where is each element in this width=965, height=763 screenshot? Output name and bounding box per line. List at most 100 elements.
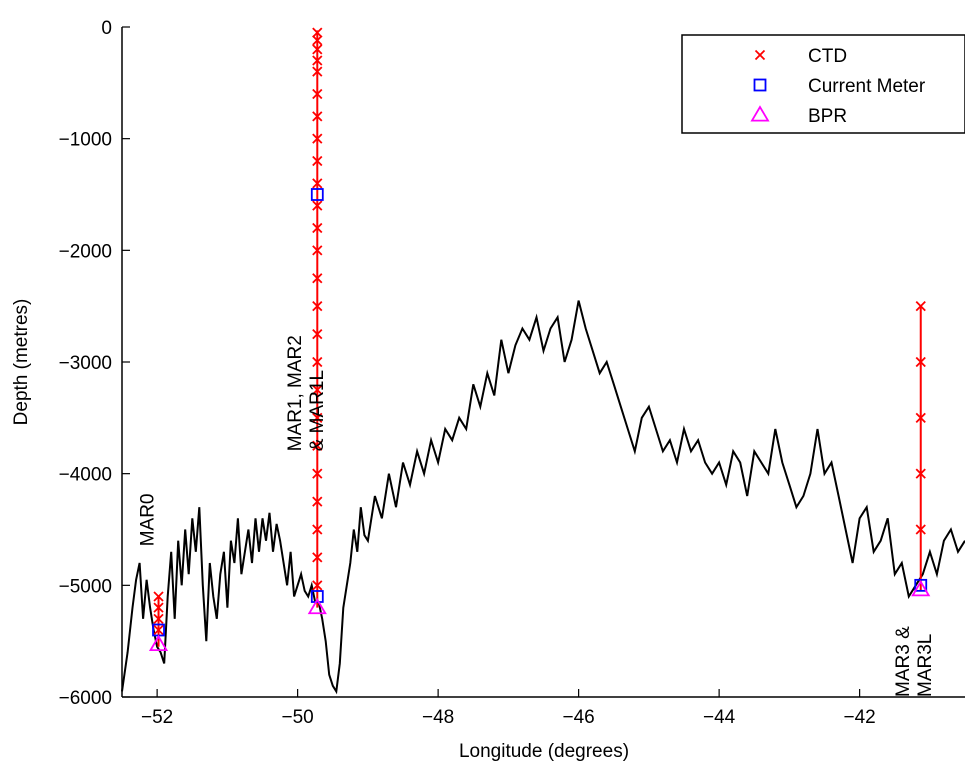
ctd-marker xyxy=(312,468,323,479)
ctd-marker-stroke xyxy=(153,591,164,602)
station-label-line: MAR0 xyxy=(138,494,159,547)
ctd-marker-stroke xyxy=(312,66,323,77)
ctd-marker-stroke xyxy=(312,88,323,100)
ctd-marker-stroke xyxy=(312,524,323,535)
ctd-marker-stroke xyxy=(312,301,323,312)
ctd-marker-stroke xyxy=(312,273,323,284)
y-axis-label: Depth (metres) xyxy=(11,299,32,426)
ctd-marker xyxy=(915,412,926,423)
ctd-marker-stroke xyxy=(915,356,926,368)
ctd-marker xyxy=(312,133,323,144)
station-label-line: MAR3L xyxy=(915,634,936,697)
station-label: MAR0 xyxy=(138,494,159,547)
legend: CTD Current Meter BPR xyxy=(681,34,965,134)
ctd-marker xyxy=(312,178,323,189)
ctd-marker-stroke xyxy=(915,468,926,479)
x-tick-label: −52 xyxy=(141,707,173,728)
ctd-marker-stroke xyxy=(312,222,323,234)
data-series xyxy=(121,27,965,695)
ctd-marker xyxy=(915,468,926,479)
ctd-marker-stroke xyxy=(915,301,926,312)
legend-current-meter-marker xyxy=(753,78,767,92)
legend-label-ctd: CTD xyxy=(808,46,847,67)
x-tick-label: −42 xyxy=(844,707,876,728)
ctd-marker-stroke xyxy=(915,524,926,535)
station-label: MAR1, MAR2& MAR1L xyxy=(285,335,328,451)
ctd-marker xyxy=(153,624,164,636)
ctd-marker-stroke xyxy=(312,356,323,368)
y-tick-label: −6000 xyxy=(59,688,112,709)
ctd-marker-stroke xyxy=(312,468,323,479)
station-label-line: & MAR1L xyxy=(307,370,328,451)
ctd-marker xyxy=(312,245,323,256)
ctd-marker xyxy=(312,412,323,423)
ctd-marker xyxy=(312,328,323,340)
y-tick-label: −3000 xyxy=(59,353,112,374)
current-meter-marker xyxy=(914,578,928,592)
ctd-marker-stroke xyxy=(312,133,323,144)
ctd-marker-stroke xyxy=(312,440,323,451)
ctd-marker xyxy=(312,496,323,507)
ctd-marker-stroke xyxy=(312,44,323,55)
ctd-marker-stroke xyxy=(312,55,323,66)
legend-box xyxy=(681,34,965,134)
ctd-marker xyxy=(153,591,164,602)
ctd-marker xyxy=(312,301,323,312)
ctd-marker xyxy=(312,440,323,451)
ctd-marker-stroke xyxy=(312,155,323,167)
ctd-marker xyxy=(153,613,164,624)
ctd-marker xyxy=(312,356,323,368)
ctd-marker xyxy=(312,273,323,284)
ctd-marker-stroke xyxy=(312,35,323,46)
ctd-marker xyxy=(312,88,323,100)
ctd-marker-stroke xyxy=(754,49,766,61)
ctd-marker xyxy=(312,35,323,46)
current-meter-marker xyxy=(310,590,324,603)
station-label: MAR3 &MAR3L xyxy=(893,626,936,697)
ctd-marker-stroke xyxy=(915,412,926,423)
ctd-marker-stroke xyxy=(312,412,323,423)
x-tick-label: −50 xyxy=(282,707,314,728)
ctd-marker xyxy=(312,44,323,55)
station-label-line: MAR1, MAR2 xyxy=(285,335,306,451)
ctd-marker-stroke xyxy=(312,496,323,507)
ctd-marker xyxy=(153,602,164,613)
ctd-marker-stroke xyxy=(153,613,164,624)
x-tick-label: −46 xyxy=(563,707,595,728)
ctd-marker xyxy=(312,552,323,563)
ctd-marker xyxy=(312,524,323,535)
bpr-marker xyxy=(911,580,931,597)
ctd-marker xyxy=(312,27,323,38)
ctd-marker-stroke xyxy=(312,200,323,211)
ctd-marker xyxy=(312,200,323,211)
x-tick-label: −44 xyxy=(703,707,736,728)
ctd-marker-stroke xyxy=(312,27,323,38)
ctd-marker-stroke xyxy=(153,624,164,636)
ctd-marker xyxy=(312,55,323,66)
legend-ctd-marker xyxy=(754,49,766,61)
bpr-marker xyxy=(307,597,327,615)
ctd-marker xyxy=(312,66,323,77)
legend-label-current-meter: Current Meter xyxy=(808,76,926,97)
bpr-marker xyxy=(148,634,169,652)
ctd-marker-stroke xyxy=(153,602,164,613)
ctd-marker xyxy=(312,580,323,591)
ctd-marker-stroke xyxy=(312,178,323,189)
ctd-marker xyxy=(915,301,926,312)
tick-marks: −52 −50 −48 −46 −44 −42 0 −1000 −2000 −3000 −4000 −… xyxy=(59,18,876,728)
x-axis-label: Longitude (degrees) xyxy=(459,741,629,762)
ctd-marker xyxy=(312,111,323,122)
ctd-marker-stroke xyxy=(312,328,323,340)
ctd-marker-stroke xyxy=(312,111,323,122)
y-tick-label: −1000 xyxy=(59,130,112,151)
y-tick-label: 0 xyxy=(101,18,112,39)
ctd-marker-stroke xyxy=(312,552,323,563)
annotations: MAR0 MAR1, MAR2& MAR1L MAR3 &MAR3L xyxy=(138,335,936,697)
ctd-marker xyxy=(312,384,323,396)
bathymetry-line xyxy=(121,300,965,695)
ctd-marker-stroke xyxy=(312,245,323,256)
ctd-marker xyxy=(312,155,323,167)
current-meter-marker xyxy=(310,188,324,201)
ctd-marker-stroke xyxy=(312,580,323,591)
